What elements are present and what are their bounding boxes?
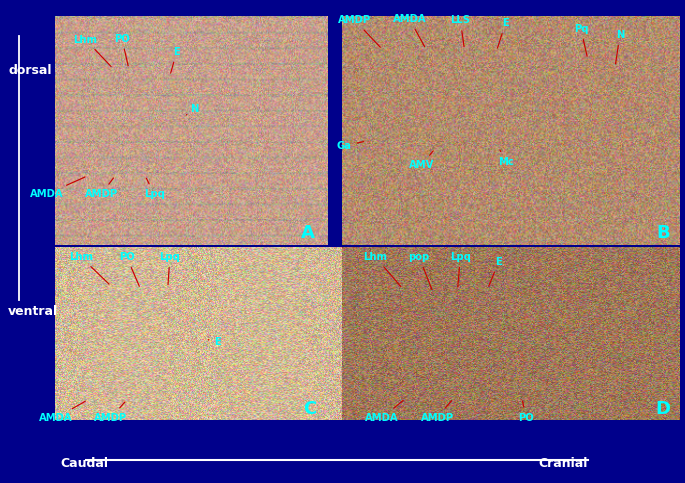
Text: Caudal: Caudal — [60, 457, 108, 470]
Text: AMV: AMV — [408, 151, 434, 170]
Text: E: E — [171, 47, 180, 73]
Text: Mc: Mc — [498, 150, 513, 167]
Text: PO: PO — [119, 252, 139, 286]
Text: Lpq: Lpq — [160, 252, 180, 284]
Text: Ga: Ga — [336, 141, 364, 151]
Text: E: E — [489, 257, 502, 286]
Text: Lpq: Lpq — [144, 178, 164, 199]
Text: AMDA: AMDA — [365, 400, 403, 423]
Text: Lhm: Lhm — [73, 35, 111, 67]
Text: ventral: ventral — [8, 305, 58, 318]
Text: E: E — [497, 18, 509, 48]
Text: AMDP: AMDP — [95, 402, 127, 423]
Text: AMDP: AMDP — [85, 178, 118, 199]
Text: LLS: LLS — [450, 15, 471, 46]
Text: Cranial: Cranial — [538, 457, 588, 470]
Text: AMDP: AMDP — [338, 15, 380, 47]
Text: N: N — [616, 30, 624, 64]
Text: Lhm: Lhm — [363, 252, 401, 287]
Text: E: E — [208, 337, 221, 347]
Text: AMDA: AMDA — [393, 14, 427, 47]
Text: dorsal: dorsal — [8, 64, 52, 76]
Text: AMDP: AMDP — [421, 400, 453, 423]
Text: AMDA: AMDA — [39, 401, 85, 423]
Text: Lpq: Lpq — [450, 252, 471, 287]
Text: C: C — [303, 400, 316, 418]
Text: pop: pop — [408, 252, 432, 290]
Text: PO: PO — [114, 34, 129, 66]
Text: PO: PO — [519, 401, 534, 423]
Text: A: A — [301, 224, 315, 242]
Text: AMDA: AMDA — [29, 177, 85, 199]
Text: Pq: Pq — [573, 24, 588, 56]
Text: B: B — [656, 224, 670, 242]
Text: Lhm: Lhm — [68, 252, 109, 284]
Text: D: D — [655, 400, 670, 418]
Text: N: N — [186, 104, 198, 115]
